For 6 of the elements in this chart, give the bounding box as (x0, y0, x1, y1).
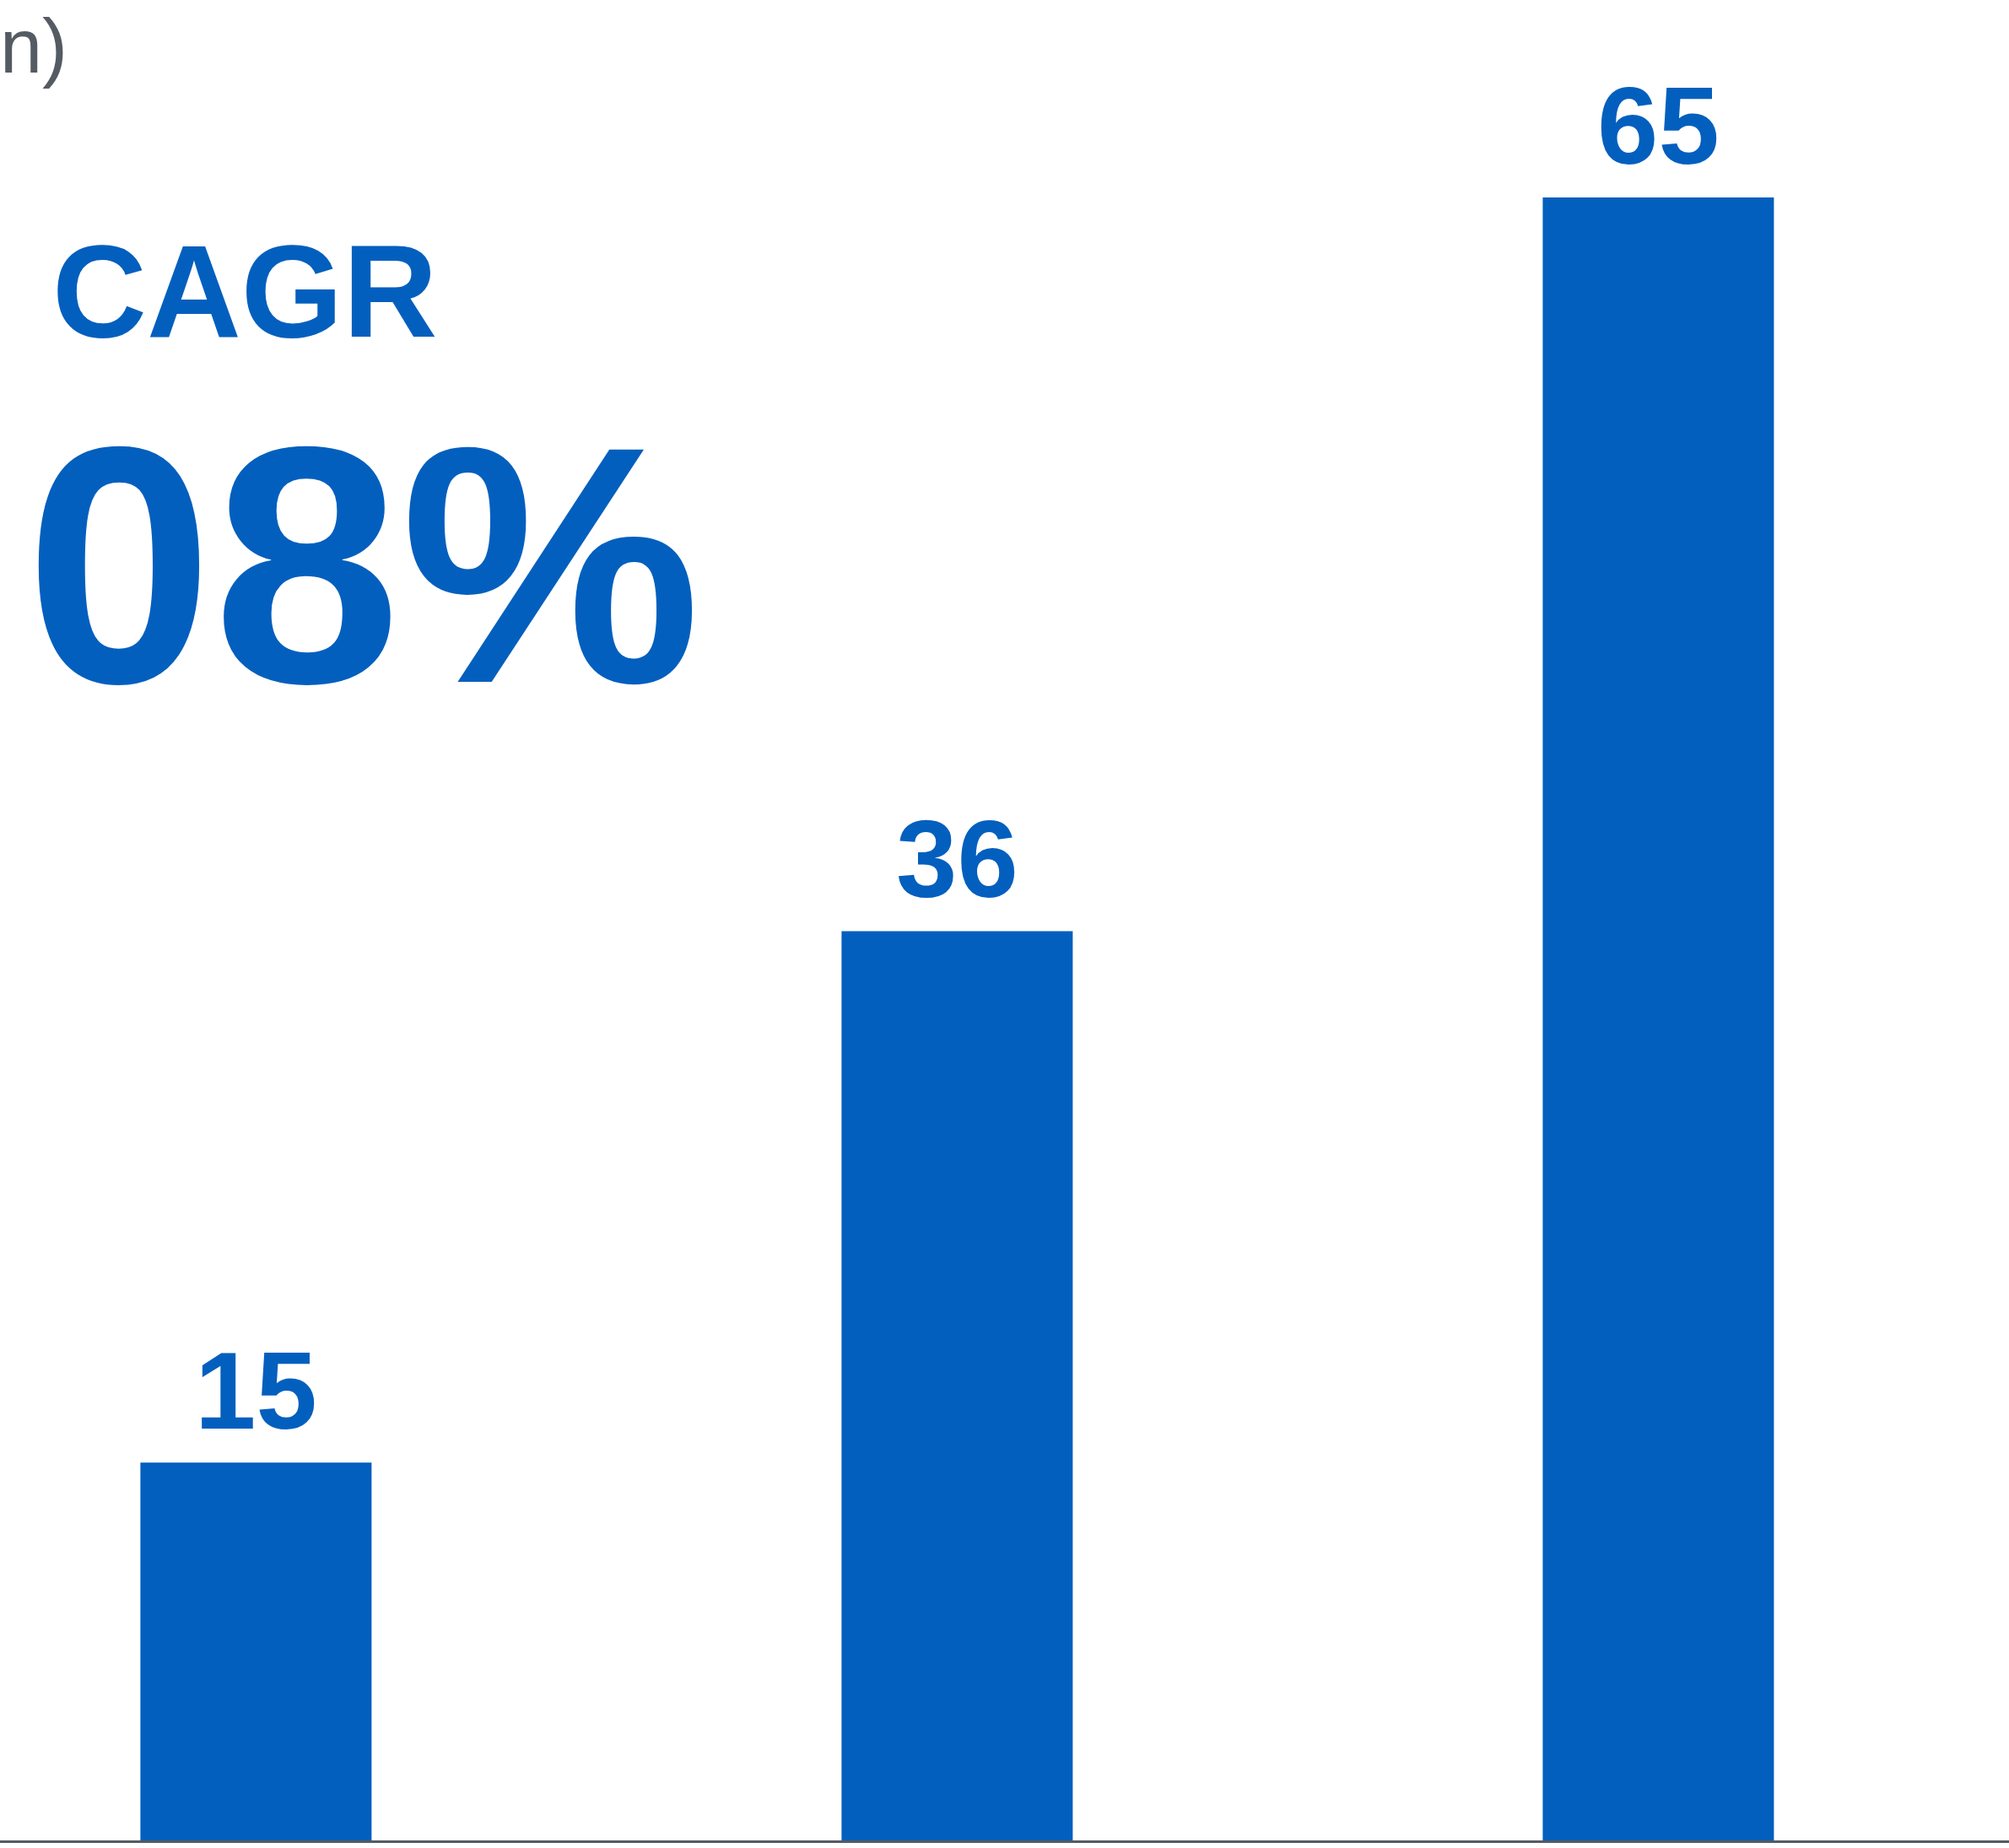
annotation: 08% (25, 376, 701, 754)
text: n) (0, 4, 68, 89)
data-label: 15 (195, 1329, 317, 1453)
data-label: 36 (896, 797, 1018, 921)
data-label: 65 (1597, 63, 1720, 187)
annotation: CAGR (52, 219, 438, 365)
